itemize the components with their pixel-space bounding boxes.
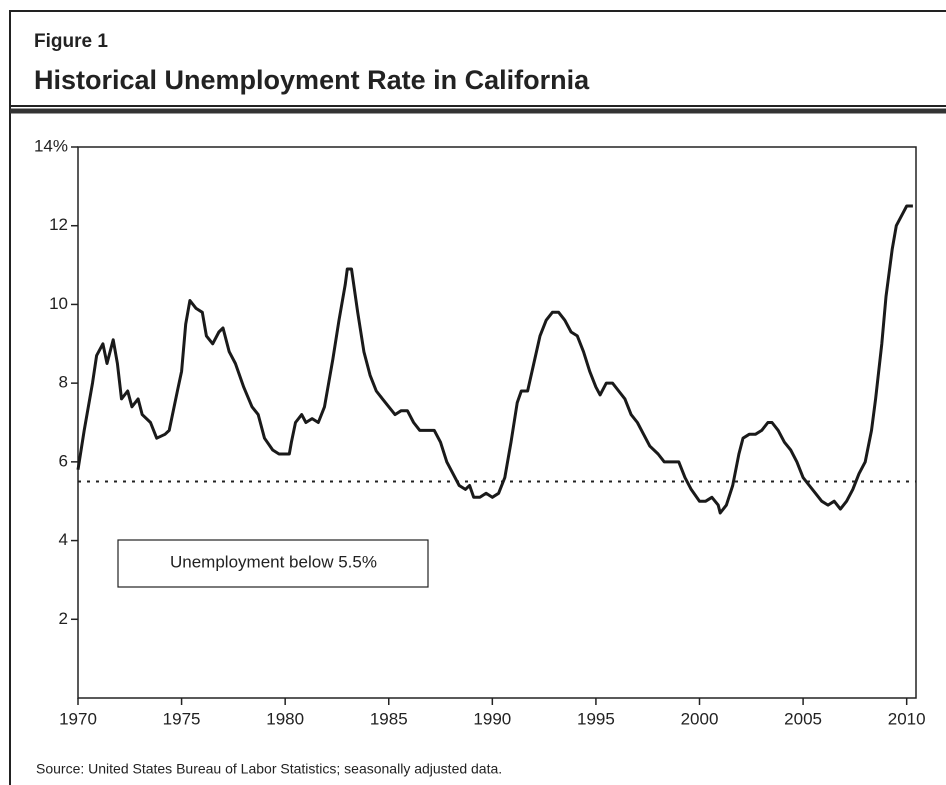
y-tick-label: 2	[59, 609, 68, 628]
figure-label: Figure 1	[34, 31, 108, 52]
chart-title: Historical Unemployment Rate in Californ…	[34, 65, 590, 95]
x-tick-label: 1980	[266, 709, 304, 728]
x-tick-label: 1995	[577, 709, 615, 728]
x-tick-label: 2005	[784, 709, 822, 728]
y-tick-label: 10	[49, 294, 68, 313]
annotation: Unemployment below 5.5%	[170, 552, 377, 571]
x-tick-label: 1970	[59, 709, 97, 728]
y-tick-label: 4	[59, 530, 68, 549]
x-tick-label: 1990	[473, 709, 511, 728]
y-tick-label: 12	[49, 215, 68, 234]
data-line	[76, 204, 913, 515]
source-note: Source: United States Bureau of Labor St…	[36, 761, 502, 777]
y-tick-label: 8	[59, 373, 68, 392]
x-tick-label: 1985	[370, 709, 408, 728]
x-tick-label: 1975	[163, 709, 201, 728]
x-tick-label: 2000	[681, 709, 719, 728]
legend-box	[117, 539, 429, 588]
y-tick-label: 14%	[34, 136, 68, 155]
y-tick-label: 6	[59, 451, 68, 470]
x-tick-label: 2010	[888, 709, 926, 728]
plot-frame	[77, 146, 917, 699]
